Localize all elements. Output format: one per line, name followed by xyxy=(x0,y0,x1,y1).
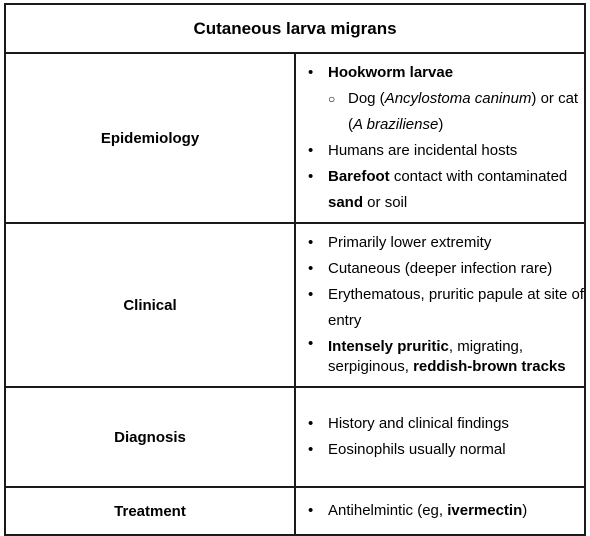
text-segment: , migrating, serpiginous, xyxy=(328,338,524,375)
text-segment: ) or cat ( xyxy=(348,90,579,133)
text-segment: Humans are incidental hosts xyxy=(328,142,518,159)
text-segment: A braziliense xyxy=(353,116,439,133)
text-segment: ivermectin xyxy=(447,502,523,519)
table-row-treatment: Treatment Antihelmintic (eg, ivermectin) xyxy=(4,486,586,536)
row-label: Diagnosis xyxy=(4,386,296,488)
text-segment: Ancylostoma caninum xyxy=(384,90,532,107)
bullet-item: Antihelmintic (eg, ivermectin) xyxy=(308,498,584,524)
text-segment: Antihelmintic (eg, xyxy=(328,502,448,519)
row-label: Epidemiology xyxy=(4,52,296,224)
text-segment: Eosinophils usually normal xyxy=(328,441,506,458)
text-segment: Erythematous, pruritic papule at site of… xyxy=(328,286,584,329)
summary-table: Cutaneous larva migrans EpidemiologyHook… xyxy=(4,3,586,536)
row-content: History and clinical findings Eosinophils… xyxy=(294,386,586,488)
row-content: Antihelmintic (eg, ivermectin) xyxy=(294,486,586,536)
bullet-item: Erythematous, pruritic papule at site of… xyxy=(308,282,584,334)
text-segment: contact with contaminated xyxy=(389,168,568,185)
text-segment: sand xyxy=(328,194,364,211)
text-segment: reddish-brown tracks xyxy=(413,358,566,375)
bullet-item: Barefoot contact with contaminated sand … xyxy=(308,164,584,216)
bullet-list: Hookworm larvae Dog (Ancylostoma caninum)… xyxy=(308,60,584,216)
bullet-item: Humans are incidental hosts xyxy=(308,138,584,164)
bullet-item: Primarily lower extremity xyxy=(308,230,584,256)
text-segment: Dog ( xyxy=(348,90,385,107)
table-title: Cutaneous larva migrans xyxy=(4,3,586,54)
text-segment: ) xyxy=(522,502,528,519)
text-segment: or soil xyxy=(363,194,408,211)
bullet-item: Hookworm larvae xyxy=(308,60,584,86)
table-row-epidemiology: Epidemiology Hookworm larvae Dog (Ancylost… xyxy=(4,52,586,224)
row-label: Clinical xyxy=(4,222,296,388)
row-label: Treatment xyxy=(4,486,296,536)
text-segment: History and clinical findings xyxy=(328,415,509,432)
table-row-diagnosis: Diagnosis History and clinical findings Eo… xyxy=(4,386,586,488)
row-content: Primarily lower extremity Cutaneous (deep… xyxy=(294,222,586,388)
document-table-wrapper: Cutaneous larva migrans EpidemiologyHook… xyxy=(4,3,586,536)
bullet-item: Cutaneous (deeper infection rare) xyxy=(308,256,584,282)
bullet-item: History and clinical findings xyxy=(308,411,584,437)
text-segment: Barefoot xyxy=(328,168,390,185)
sub-bullet-item: Dog (Ancylostoma caninum) or cat (A braz… xyxy=(308,86,584,138)
bullet-item: Eosinophils usually normal xyxy=(308,437,584,463)
text-segment: Cutaneous (deeper infection rare) xyxy=(328,260,553,277)
bullet-item: Intensely pruritic, migrating, serpigino… xyxy=(308,334,584,380)
text-segment: Hookworm larvae xyxy=(328,64,454,81)
bullet-list: Primarily lower extremity Cutaneous (deep… xyxy=(308,230,584,380)
table-body: Epidemiology Hookworm larvae Dog (Ancylost… xyxy=(4,52,586,536)
text-segment: ) xyxy=(438,116,444,133)
text-segment: Intensely pruritic xyxy=(328,338,449,355)
title-row: Cutaneous larva migrans xyxy=(4,3,586,54)
table-row-clinical: Clinical Primarily lower extremity Cutaneo… xyxy=(4,222,586,388)
text-segment: Primarily lower extremity xyxy=(328,234,492,251)
bullet-list: History and clinical findings Eosinophils… xyxy=(308,411,584,463)
row-content: Hookworm larvae Dog (Ancylostoma caninum)… xyxy=(294,52,586,224)
bullet-list: Antihelmintic (eg, ivermectin) xyxy=(308,498,584,524)
